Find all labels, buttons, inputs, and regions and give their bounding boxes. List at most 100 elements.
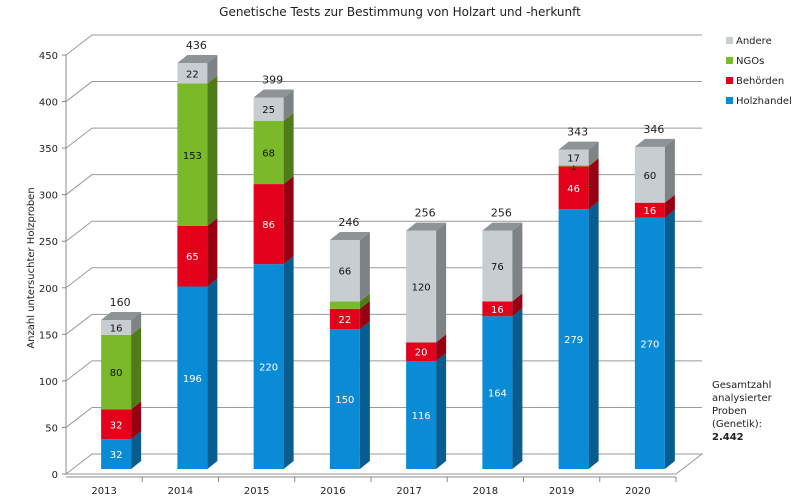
- x-tick-label: 2019: [549, 486, 574, 497]
- data-label: 46: [567, 184, 580, 195]
- bar-side-ngos: [588, 157, 599, 167]
- bar-top: [634, 138, 675, 147]
- data-label: 25: [262, 105, 275, 116]
- data-label: 32: [110, 450, 123, 461]
- bar-side-holzhandel: [512, 308, 523, 469]
- bar-segment-andere: [482, 230, 513, 302]
- bar-side-andere: [664, 138, 675, 203]
- y-tick-label: 0: [52, 470, 58, 481]
- bar-side-behörden: [512, 293, 523, 317]
- bar-segment-ngos: [329, 301, 360, 309]
- note-line: Gesamtzahl: [712, 380, 772, 391]
- bar-segment-andere: [558, 149, 589, 166]
- bar-segment-holzhandel: [482, 316, 513, 469]
- bar-segment-behörden: [482, 301, 513, 317]
- bar-stack: 196 65 153 22 436: [177, 39, 218, 469]
- data-label: 153: [183, 151, 202, 162]
- bar-side-ngos: [283, 112, 294, 185]
- bar-segment-ngos: [177, 83, 208, 226]
- y-tick-label: 150: [39, 330, 58, 341]
- data-label: 16: [110, 323, 123, 334]
- total-label: 246: [338, 216, 359, 229]
- bar-stack: 32 32 80 16 160: [101, 296, 142, 469]
- legend-label: Holzhandel: [736, 96, 792, 107]
- bar-top: [329, 231, 370, 240]
- x-tick-label: 2013: [91, 486, 116, 497]
- bar-segment-behörden: [558, 166, 589, 210]
- total-samples-note: Gesamtzahl analysierter Proben (Genetik)…: [712, 379, 772, 444]
- legend-swatch: [726, 77, 733, 84]
- gridline: [65, 313, 702, 335]
- bar-segment-andere: [101, 320, 132, 335]
- bar-segment-ngos: [558, 165, 589, 167]
- total-label: 256: [491, 207, 512, 220]
- bar-segment-holzhandel: [634, 217, 665, 469]
- bar-segment-behörden: [177, 225, 208, 287]
- bar-top: [177, 55, 218, 64]
- legend: Andere NGOs Behörden Holzhandel: [726, 36, 792, 107]
- legend-item: Holzhandel: [726, 96, 792, 107]
- bar-segment-behörden: [253, 184, 284, 265]
- note-total: 2.442: [712, 432, 744, 443]
- data-label: 86: [262, 220, 275, 231]
- bar-segment-andere: [253, 97, 284, 121]
- total-label: 160: [110, 296, 131, 309]
- bar-side-holzhandel: [436, 352, 447, 469]
- y-tick-label: 100: [39, 377, 58, 388]
- bar-segment-behörden: [101, 409, 132, 440]
- data-label: 220: [259, 363, 278, 374]
- legend-label: Behörden: [736, 76, 784, 87]
- bar-top: [406, 222, 447, 231]
- bar-side-behörden: [207, 217, 218, 287]
- bar-segment-holzhandel: [101, 439, 132, 469]
- data-label: 22: [186, 69, 199, 80]
- legend-swatch: [726, 57, 733, 64]
- data-label: 1: [570, 162, 576, 173]
- chart-title: Genetische Tests zur Bestimmung von Holz…: [219, 5, 581, 19]
- bar-side-andere: [283, 89, 294, 121]
- bar-side-andere: [588, 141, 599, 166]
- legend-swatch: [726, 37, 733, 44]
- data-label: 22: [339, 315, 352, 326]
- y-tick-label: 300: [39, 191, 58, 202]
- gridline: [65, 360, 702, 382]
- bar-top: [253, 89, 294, 98]
- gridline: [65, 81, 702, 102]
- data-label: 279: [564, 335, 583, 346]
- bar-segment-ngos: [101, 334, 132, 410]
- gridline: [65, 220, 702, 242]
- bar-segment-holzhandel: [329, 329, 360, 469]
- legend-label: NGOs: [736, 56, 764, 67]
- gridline: [65, 406, 702, 428]
- data-label: 32: [110, 420, 123, 431]
- bar-segment-behörden: [329, 308, 360, 330]
- gridline: [65, 34, 702, 56]
- y-tick-label: 450: [39, 51, 58, 62]
- bar-segment-behörden: [406, 342, 437, 361]
- bar-side-behörden: [359, 300, 370, 330]
- data-label: 120: [412, 283, 431, 294]
- data-label: 16: [491, 305, 504, 316]
- note-line: Proben: [712, 406, 747, 417]
- bar-side-holzhandel: [131, 431, 142, 469]
- data-label: 76: [491, 262, 504, 273]
- data-label: 16: [644, 206, 657, 217]
- y-tick-label: 350: [39, 144, 58, 155]
- data-label: 196: [183, 374, 202, 385]
- bar-top: [558, 141, 599, 150]
- x-tick-label: 2020: [625, 486, 650, 497]
- bar-side-holzhandel: [359, 321, 370, 469]
- total-label: 343: [567, 126, 588, 139]
- bar-stack: 116 20 120 256: [406, 207, 447, 469]
- data-label: 164: [488, 389, 507, 400]
- y-tick-label: 200: [39, 284, 58, 295]
- x-tick-label: 2014: [168, 486, 193, 497]
- bar-side-behörden: [588, 158, 599, 210]
- bar-side-holzhandel: [207, 278, 218, 469]
- bar-segment-ngos: [253, 120, 284, 185]
- bar-segment-andere: [634, 146, 665, 203]
- bar-side-andere: [131, 312, 142, 335]
- x-tick-label: 2015: [244, 486, 269, 497]
- total-label: 399: [262, 73, 283, 86]
